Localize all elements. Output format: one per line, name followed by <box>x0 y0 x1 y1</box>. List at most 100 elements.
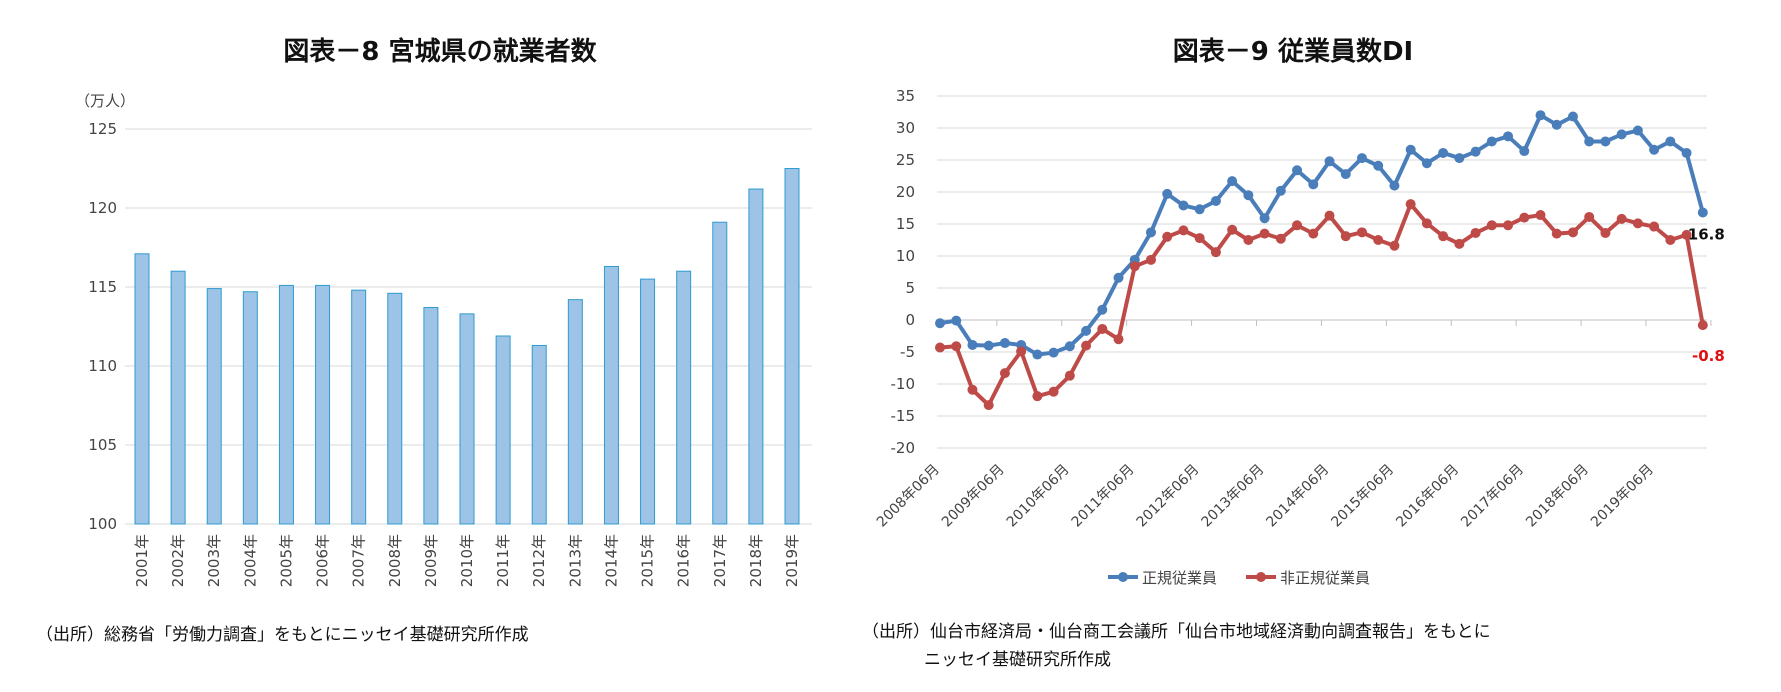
x-tick-label: 2019年 <box>783 534 801 587</box>
x-tick-label: 2005年 <box>277 534 295 587</box>
data-point <box>1308 228 1319 239</box>
data-point <box>1145 227 1156 238</box>
bar <box>423 307 439 525</box>
x-tick-label: 2019年06月 <box>1588 462 1657 531</box>
x-tick-label: 2017年06月 <box>1458 462 1527 531</box>
data-point <box>1292 165 1303 176</box>
bar <box>134 253 150 525</box>
x-tick-label: 2014年 <box>602 534 620 587</box>
x-tick-label: 2011年06月 <box>1069 462 1138 531</box>
y-tick-label: 115 <box>88 278 117 296</box>
bar <box>206 288 222 525</box>
y-tick-label: 35 <box>896 87 915 105</box>
bar <box>459 313 475 525</box>
legend-label-regular: 正規従業員 <box>1142 569 1217 587</box>
data-point <box>1243 235 1254 245</box>
data-point <box>1600 227 1611 238</box>
x-tick-label: 2007年 <box>350 534 368 587</box>
x-tick-label: 2008年06月 <box>874 462 943 531</box>
data-point <box>1584 136 1595 147</box>
x-tick-label: 2010年 <box>458 534 476 587</box>
x-tick-label: 2018年06月 <box>1523 462 1592 531</box>
bar <box>351 289 367 525</box>
data-point <box>935 318 945 329</box>
series-line-regular <box>939 113 1705 357</box>
data-point <box>967 384 978 395</box>
data-point <box>1584 211 1595 222</box>
data-point <box>951 341 962 352</box>
data-point <box>1292 220 1303 231</box>
data-point <box>1340 231 1351 242</box>
x-tick-label: 2015年 <box>639 534 657 587</box>
data-point <box>1308 179 1319 190</box>
data-point <box>1567 111 1578 122</box>
data-point <box>1227 176 1238 187</box>
data-label-last: 16.8 <box>1688 225 1725 243</box>
bar <box>242 291 258 525</box>
data-point <box>1649 144 1660 155</box>
y-tick-label: 25 <box>896 151 915 169</box>
x-tick-label: 2012年06月 <box>1134 462 1203 531</box>
data-point <box>1535 110 1546 121</box>
data-point <box>1356 153 1367 164</box>
y-tick-label: 110 <box>88 357 117 375</box>
chart-title-employee-di: 図表－9 従業員数DI <box>1173 37 1413 67</box>
data-point <box>1405 199 1416 210</box>
data-point <box>983 340 994 351</box>
data-point <box>1210 195 1221 206</box>
legend-marker-regular <box>1118 572 1128 582</box>
data-point <box>983 400 994 411</box>
data-point <box>1324 156 1335 167</box>
data-point <box>1356 227 1367 238</box>
x-tick-label: 2017年 <box>711 534 729 587</box>
data-point <box>1064 341 1075 352</box>
data-point <box>1632 218 1643 229</box>
y-tick-label: 125 <box>88 120 117 138</box>
data-point <box>1259 213 1270 224</box>
data-point <box>1048 347 1059 358</box>
data-point <box>1227 224 1238 235</box>
data-point <box>1145 254 1156 265</box>
y-tick-label: 105 <box>88 436 117 454</box>
data-point <box>1405 144 1416 155</box>
data-point <box>1535 210 1546 221</box>
data-point <box>1097 323 1108 334</box>
legend-item-nonregular: 非正規従業員 <box>1246 569 1370 587</box>
data-point <box>999 368 1010 379</box>
data-point <box>1649 221 1660 232</box>
legend: 正規従業員 非正規従業員 <box>1108 569 1370 587</box>
data-point <box>1632 125 1643 136</box>
data-point <box>1048 386 1059 397</box>
chart-title-employed: 図表－8 宮城県の就業者数 <box>283 36 597 67</box>
data-point <box>1113 334 1124 345</box>
data-point <box>1275 185 1286 196</box>
data-point <box>1697 207 1708 218</box>
x-tick-label: 2009年 <box>422 534 440 587</box>
data-point <box>1470 146 1481 157</box>
y-tick-label: -10 <box>891 375 916 393</box>
y-tick-label: 120 <box>88 199 117 217</box>
data-label-last: -0.8 <box>1692 347 1725 365</box>
data-point <box>1210 247 1221 258</box>
x-tick-label: 2006年 <box>314 534 332 587</box>
x-tick-label: 2015年06月 <box>1328 462 1397 531</box>
x-tick-label: 2013年 <box>566 534 584 587</box>
bar <box>712 221 728 525</box>
data-point <box>1470 227 1481 238</box>
x-tick-label: 2016年06月 <box>1393 462 1462 531</box>
data-point <box>1616 129 1627 140</box>
data-point <box>1503 131 1514 142</box>
legend-label-nonregular: 非正規従業員 <box>1280 569 1370 587</box>
source-note-employed: （出所）総務省「労働力調査」をもとにニッセイ基礎研究所作成 <box>36 625 529 645</box>
x-tick-label: 2016年 <box>675 534 693 587</box>
data-point <box>1454 238 1465 249</box>
data-point <box>1178 225 1189 236</box>
line-chart-employee-di: -20 -15 -10 -5 0 5 10 15 20 25 30 35 2008年06月2009年06… <box>874 87 1725 530</box>
data-point <box>951 315 962 326</box>
x-tick-label: 2002年 <box>169 534 187 587</box>
x-tick-label: 2010年06月 <box>1004 462 1073 531</box>
y-tick-label: -5 <box>900 343 915 361</box>
data-point <box>1032 349 1043 360</box>
data-point <box>1178 200 1189 211</box>
